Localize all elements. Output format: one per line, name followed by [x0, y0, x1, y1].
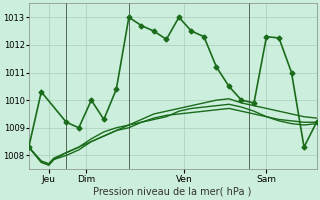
X-axis label: Pression niveau de la mer( hPa ): Pression niveau de la mer( hPa ) [93, 187, 252, 197]
